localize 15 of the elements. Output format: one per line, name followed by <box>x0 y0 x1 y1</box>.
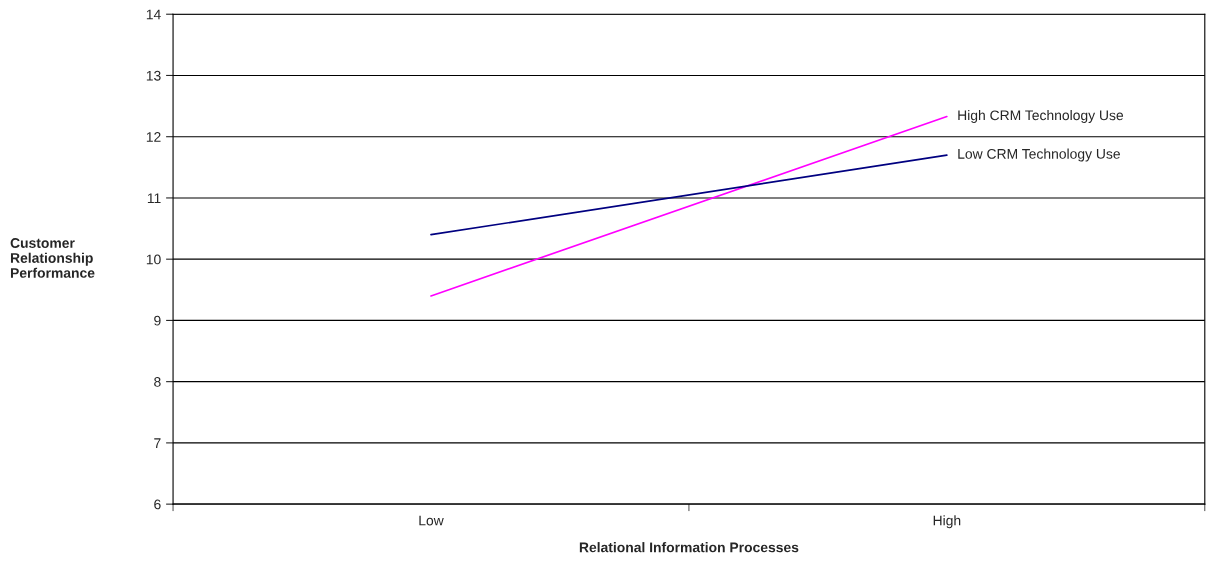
x-axis-title: Relational Information Processes <box>579 542 799 553</box>
y-tick-label: 10 <box>146 254 161 265</box>
series-label: High CRM Technology Use <box>958 110 1124 123</box>
x-tick-label: Low <box>419 515 444 526</box>
y-tick-label: 11 <box>147 193 161 203</box>
y-axis-title: Customer Relationship Performance <box>10 238 95 278</box>
y-tick-label: 7 <box>154 438 161 448</box>
x-tick-label: High <box>933 515 961 529</box>
y-tick-label: 8 <box>154 376 161 387</box>
y-tick-label: 6 <box>154 499 161 510</box>
y-tick-label: 9 <box>154 315 161 326</box>
y-tick-label: 14 <box>146 9 161 20</box>
series-label: Low CRM Technology Use <box>958 148 1120 162</box>
y-tick-label: 13 <box>146 70 161 81</box>
y-tick-label: 12 <box>146 132 161 142</box>
